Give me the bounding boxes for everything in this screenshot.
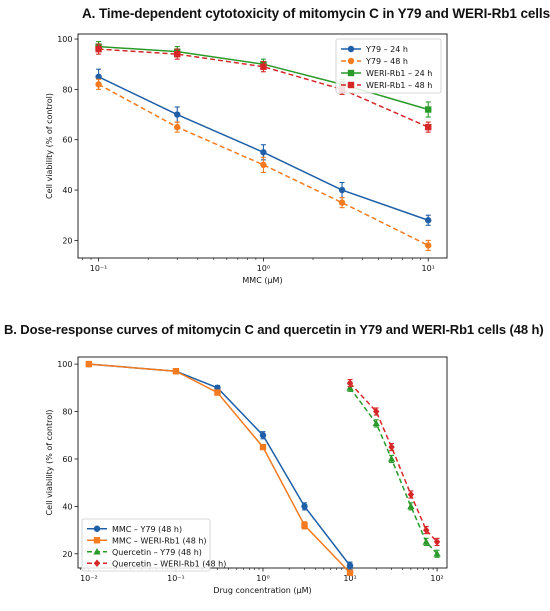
chart-a-xtick-label: 10⁻¹: [90, 264, 108, 273]
chart-a-data-point: [174, 123, 181, 131]
chart-a-legend-marker: [347, 57, 355, 65]
chart-b-data-point: [85, 360, 93, 368]
chart-b-legend-marker: [93, 537, 101, 544]
chart-a-ytick-label: 20: [62, 236, 72, 245]
chart-b-xtick-label: 10¹: [343, 574, 356, 583]
chart-a-legend-item: WERI-Rb1 – 24 h: [341, 69, 432, 78]
chart-b-data-point: [423, 526, 430, 534]
chart-a-data-point: [425, 123, 432, 131]
chart-a-plot-frame: [77, 33, 448, 259]
chart-b-data-point: [387, 455, 396, 462]
chart-b-legend-label: MMC – WERI-Rb1 (48 h): [112, 536, 207, 545]
chart-a-legend-label: Y79 – 48 h: [365, 57, 408, 66]
chart-b-ytick-label: 60: [62, 455, 72, 464]
chart-b-data-point: [433, 538, 441, 546]
chart-b-yaxis-label: Cell viability (% of control): [45, 410, 54, 516]
chart-a-series-line: [98, 48, 429, 128]
chart-b-legend-box: [81, 518, 211, 572]
chart-b-xtick-label: 10⁻¹: [167, 574, 185, 583]
chart-b-legend-marker: [93, 559, 101, 568]
chart-b-ytick-label: 100: [57, 360, 72, 369]
chart-b-data-point: [301, 522, 308, 529]
chart-a-legend-item: Y79 – 48 h: [341, 57, 408, 66]
chart-b-ytick-label: 40: [62, 502, 72, 511]
chart-a-ytick-label: 40: [62, 186, 72, 195]
chart-a-data-point: [425, 217, 432, 224]
chart-b-data-point: [433, 549, 441, 557]
chart-b-series-line: [349, 387, 438, 555]
chart-a-legend-marker: [347, 69, 355, 77]
chart-b-data-point: [346, 384, 354, 391]
chart-a-legend-item: Y79 – 24 h: [341, 45, 408, 54]
chart-b-legend-item: Quercetin – Y79 (48 h): [87, 548, 202, 557]
chart-a-data-point: [338, 199, 346, 206]
chart-a-legend-label: Y79 – 24 h: [365, 45, 408, 54]
chart-a-legend-marker: [347, 81, 355, 89]
chart-a-xaxis-label: MMC (μM): [242, 276, 282, 285]
chart-b-legend-marker: [93, 525, 101, 532]
chart-a-data-point: [95, 45, 102, 53]
chart-b-data-point: [346, 379, 354, 387]
chart-b-data-point: [422, 538, 430, 545]
chart-a-legend-box: [335, 38, 442, 94]
chart-b-data-point: [259, 443, 267, 451]
chart-b-xtick-label: 10²: [430, 574, 443, 583]
chart-b-data-point: [172, 368, 180, 375]
chart-b-legend-label: Quercetin – Y79 (48 h): [112, 548, 202, 557]
chart-b-data-point: [388, 443, 395, 451]
chart-b-legend-item: MMC – WERI-Rb1 (48 h): [87, 536, 207, 545]
chart-a-data-point: [174, 111, 181, 118]
chart-b-data-point: [214, 389, 221, 396]
chart-a-series-line: [98, 83, 429, 247]
chart-a-xtick-label: 10¹: [422, 264, 435, 273]
chart-a-data-point: [425, 106, 432, 113]
chart-a-data-point: [260, 149, 267, 156]
chart-b-data-point: [346, 562, 354, 569]
chart-a-data-point: [260, 63, 267, 70]
chart-a-ytick-label: 60: [62, 136, 72, 145]
chart-b-xtick-label: 10⁰: [256, 574, 269, 583]
chart-b-xaxis-label: Drug concentration (μM): [213, 586, 311, 595]
chart-b-series-2: [346, 383, 441, 558]
chart-a-data-point: [338, 186, 346, 194]
chart-a-data-point: [95, 73, 102, 80]
chart-b-legend-item: Quercetin – WERI-Rb1 (48 h): [87, 559, 226, 568]
chart-a-yaxis-label: Cell viability (% of control): [45, 93, 54, 199]
chart-b-legend-label: Quercetin – WERI-Rb1 (48 h): [112, 559, 226, 568]
chart-a-legend-marker: [347, 45, 355, 53]
chart-b-series-3: [346, 378, 441, 547]
chart-b-legend-item: MMC – Y79 (48 h): [87, 525, 182, 534]
chart-b-data-point: [407, 490, 415, 499]
chart-b-title: B. Dose-response curves of mitomycin C a…: [4, 322, 544, 337]
chart-a-title: A. Time-dependent cytotoxicity of mitomy…: [82, 6, 550, 21]
chart-a-ytick-label: 100: [57, 35, 72, 44]
chart-b-legend-label: MMC – Y79 (48 h): [112, 525, 182, 534]
chart-b-series-line: [349, 382, 438, 543]
chart-a-legend-label: WERI-Rb1 – 48 h: [366, 81, 432, 90]
chart-b-ytick-label: 20: [62, 550, 72, 559]
chart-b-data-point: [373, 407, 380, 416]
chart-b-ytick-label: 80: [62, 408, 72, 417]
chart-b-data-point: [346, 569, 354, 576]
chart-b-series-1: [85, 360, 354, 576]
chart-b-data-point: [259, 432, 267, 439]
chart-a-legend-label: WERI-Rb1 – 24 h: [366, 69, 432, 78]
chart-b-plot-frame: [77, 356, 448, 569]
chart-a-series-1: [95, 78, 432, 251]
chart-b-data-point: [407, 502, 415, 510]
chart-b-data-point: [372, 419, 380, 427]
chart-b-data-point: [301, 503, 308, 510]
chart-a-data-point: [95, 81, 102, 88]
chart-a-legend-item: WERI-Rb1 – 48 h: [341, 81, 432, 90]
chart-a-data-point: [174, 50, 181, 58]
chart-b-xtick-label: 10⁻²: [80, 574, 98, 583]
chart-a-data-point: [425, 242, 432, 249]
chart-a-xtick-label: 10⁰: [257, 264, 270, 273]
chart-b-series-line: [88, 363, 351, 574]
chart-a-data-point: [260, 161, 267, 169]
chart-b-legend-marker: [93, 547, 101, 555]
chart-a-ytick-label: 80: [62, 85, 72, 94]
